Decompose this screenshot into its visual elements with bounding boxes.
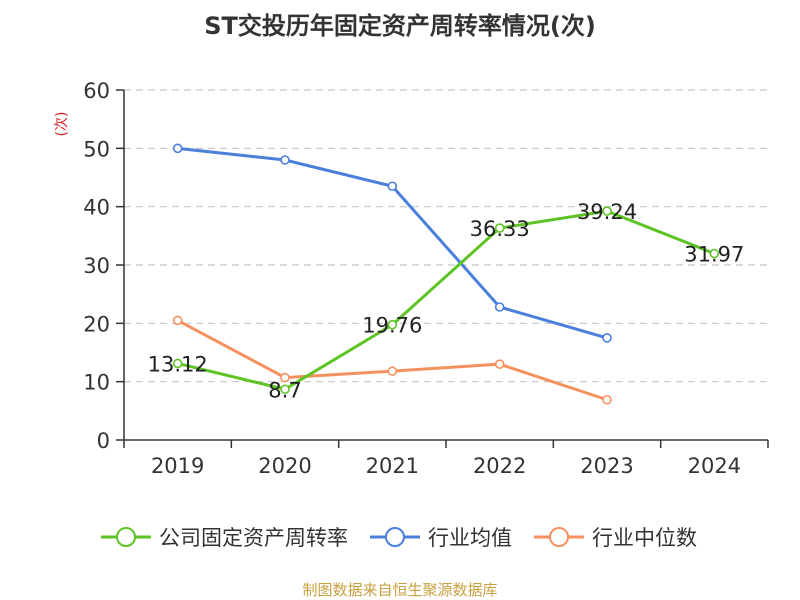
x-tick-label: 2020 bbox=[258, 454, 311, 478]
data-point[interactable] bbox=[494, 223, 505, 233]
data-point[interactable] bbox=[172, 315, 183, 326]
y-axis-unit-label: (次) bbox=[54, 112, 70, 137]
y-tick-label: 10 bbox=[83, 371, 110, 395]
data-label: 19.76 bbox=[362, 314, 422, 338]
data-label: 8.7 bbox=[268, 378, 301, 402]
data-point[interactable] bbox=[387, 366, 398, 376]
data-point[interactable] bbox=[280, 155, 290, 165]
data-point[interactable] bbox=[602, 206, 612, 216]
data-point[interactable] bbox=[602, 394, 612, 405]
legend-item-3[interactable]: 行业中位数 bbox=[534, 526, 697, 550]
legend-item-2[interactable]: 行业均值 bbox=[370, 526, 512, 550]
x-tick-label: 2021 bbox=[366, 454, 419, 478]
legend-label: 公司固定资产周转率 bbox=[159, 526, 348, 550]
data-point[interactable] bbox=[709, 248, 720, 259]
data-label: 13.12 bbox=[148, 352, 208, 376]
data-point[interactable] bbox=[280, 372, 290, 383]
data-label: 39.24 bbox=[577, 200, 637, 224]
data-point[interactable] bbox=[172, 358, 183, 369]
data-point[interactable] bbox=[494, 302, 505, 312]
legend[interactable]: 公司固定资产周转率 行业均值 行业中位数 bbox=[101, 526, 697, 550]
legend-swatch-marker bbox=[385, 527, 405, 547]
legend-swatch-marker bbox=[116, 527, 136, 547]
y-tick-label: 0 bbox=[97, 429, 110, 453]
x-tick-label: 2019 bbox=[151, 454, 204, 478]
chart-title: ST交投历年固定资产周转率情况(次) bbox=[204, 12, 596, 40]
axes: 0 10 20 30 40 50 60 2019 2020 2021 2022 2023 2024 bbox=[83, 79, 769, 478]
data-point[interactable] bbox=[387, 319, 398, 330]
x-tick-label: 2024 bbox=[688, 454, 741, 478]
data-point[interactable] bbox=[494, 359, 505, 369]
y-tick-label: 40 bbox=[83, 196, 110, 220]
y-tick-label: 20 bbox=[83, 312, 110, 336]
series-1 bbox=[172, 206, 720, 395]
legend-label: 行业均值 bbox=[428, 526, 512, 550]
data-point[interactable] bbox=[172, 143, 183, 154]
legend-swatch-marker bbox=[549, 527, 569, 547]
x-tick-label: 2022 bbox=[473, 454, 526, 478]
series-line bbox=[176, 146, 609, 340]
series-3 bbox=[172, 315, 612, 405]
y-tick-label: 60 bbox=[83, 79, 110, 103]
series-2 bbox=[172, 143, 612, 343]
data-label: 36.33 bbox=[470, 217, 530, 241]
source-note: 制图数据来自恒生聚源数据库 bbox=[302, 581, 497, 599]
legend-label: 行业中位数 bbox=[592, 526, 697, 550]
data-labels: 13.12 8.7 19.76 36.33 39.24 31.97 bbox=[148, 200, 745, 402]
series-line bbox=[176, 209, 716, 391]
data-point[interactable] bbox=[280, 384, 290, 395]
data-point[interactable] bbox=[387, 181, 398, 192]
legend-item-1[interactable]: 公司固定资产周转率 bbox=[101, 526, 348, 550]
x-tick-label: 2023 bbox=[580, 454, 633, 478]
data-label: 31.97 bbox=[684, 243, 744, 267]
y-tick-label: 50 bbox=[83, 137, 110, 161]
y-tick-label: 30 bbox=[83, 254, 110, 278]
series-lines bbox=[172, 143, 720, 405]
data-point[interactable] bbox=[602, 333, 612, 343]
